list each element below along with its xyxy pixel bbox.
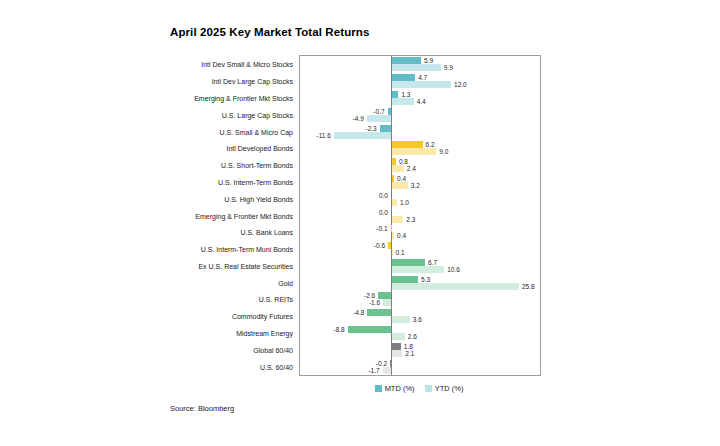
bar (392, 343, 401, 350)
category-label: Intl Developed Bonds (0, 145, 293, 152)
value-label: 0.4 (397, 233, 406, 240)
value-label: 2.1 (405, 351, 414, 358)
category-label: U.S. Interm-Term Bonds (0, 178, 293, 185)
bar (392, 81, 451, 88)
value-label: -1.7 (368, 367, 379, 374)
bar (334, 132, 391, 139)
category-label: Emerging & Frontier Mkt Stocks (0, 94, 293, 101)
bar (392, 141, 423, 148)
legend: MTD (%) YTD (%) (299, 384, 539, 393)
category-label: U.S. Bank Loans (0, 229, 293, 236)
value-label: -11.6 (317, 132, 331, 139)
category-label: Intl Dev Large Cap Stocks (0, 78, 293, 85)
value-label: -0.6 (374, 243, 385, 250)
value-label: 4.4 (417, 99, 426, 106)
bar (392, 91, 398, 98)
category-label: U.S. Small & Micro Cap (0, 128, 293, 135)
ytd-legend-swatch (425, 385, 432, 392)
value-label: 0.0 (379, 192, 388, 199)
category-label: U.S. Short-Term Bonds (0, 162, 293, 169)
category-axis: Intl Dev Small & Micro Stocks Intl Dev La… (0, 0, 293, 446)
chart-canvas: April 2025 Key Market Total Returns Intl… (0, 0, 720, 446)
value-label: 0.0 (379, 209, 388, 216)
bar (392, 316, 410, 323)
bar (388, 108, 391, 115)
bar (392, 283, 519, 290)
bar (392, 199, 397, 206)
bar (392, 232, 394, 239)
bar (367, 309, 391, 316)
bar (392, 57, 421, 64)
bar (392, 64, 441, 71)
bar (367, 115, 391, 122)
category-label: Ex U.S. Real Estate Securities (0, 262, 293, 269)
value-label: 9.0 (439, 149, 448, 156)
category-label: Midstream Energy (0, 330, 293, 337)
category-label: Intl Dev Small & Micro Stocks (0, 61, 293, 68)
category-label: U.S. 60/40 (0, 363, 293, 370)
bar (392, 148, 436, 155)
category-label: Commodity Futures (0, 313, 293, 320)
value-label: 3.6 (413, 317, 422, 324)
bar (392, 98, 414, 105)
value-label: 2.3 (406, 216, 415, 223)
category-label: U.S. Interm-Term Muni Bonds (0, 246, 293, 253)
mtd-legend-swatch (375, 385, 382, 392)
value-label: 2.6 (408, 334, 417, 341)
value-label: 0.1 (395, 250, 404, 257)
bar (383, 299, 391, 306)
bar (383, 367, 391, 374)
bar (392, 333, 405, 340)
bar (392, 216, 403, 223)
bar (390, 360, 391, 367)
ytd-legend-label: YTD (%) (435, 384, 464, 393)
bar (392, 276, 418, 283)
bar (392, 165, 404, 172)
bar (348, 326, 391, 333)
value-label: 3.2 (411, 183, 420, 190)
legend-item-mtd: MTD (%) (375, 384, 415, 393)
source-note: Source: Bloomberg (170, 404, 234, 413)
bar (378, 292, 391, 299)
bar (392, 175, 394, 182)
category-label: Gold (0, 279, 293, 286)
bar (388, 242, 391, 249)
category-label: Emerging & Frontier Mkt Bonds (0, 212, 293, 219)
bar (380, 125, 391, 132)
value-label: -0.1 (376, 226, 387, 233)
value-label: -1.6 (369, 300, 380, 307)
bar (392, 74, 415, 81)
value-label: 25.8 (522, 283, 535, 290)
bar (392, 158, 396, 165)
category-label: Global 60/40 (0, 346, 293, 353)
bar (392, 259, 425, 266)
plot-area: 5.99.94.712.01.34.4-0.7-4.9-2.3-11.66.29… (299, 55, 541, 376)
value-label: 1.0 (400, 199, 409, 206)
value-label: 2.4 (407, 166, 416, 173)
category-label: U.S. High Yield Bonds (0, 195, 293, 202)
mtd-legend-label: MTD (%) (385, 384, 415, 393)
category-label: U.S. Large Cap Stocks (0, 111, 293, 118)
bar (392, 350, 402, 357)
value-label: 10.6 (447, 267, 460, 274)
value-label: -4.9 (353, 116, 364, 123)
bar (392, 266, 444, 273)
bar (392, 182, 408, 189)
value-label: 12.0 (454, 82, 467, 89)
value-label: -8.8 (333, 327, 344, 334)
value-label: 9.9 (444, 65, 453, 72)
value-label: -4.8 (353, 310, 364, 317)
category-label: U.S. REITs (0, 296, 293, 303)
legend-item-ytd: YTD (%) (425, 384, 464, 393)
